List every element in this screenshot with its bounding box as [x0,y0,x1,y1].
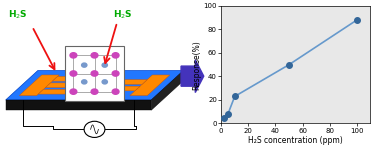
Text: H$_2$S: H$_2$S [8,9,27,21]
Circle shape [91,89,98,94]
Polygon shape [130,75,170,96]
Circle shape [82,63,87,67]
Circle shape [102,63,107,67]
X-axis label: H₂S concentration (ppm): H₂S concentration (ppm) [248,136,343,145]
Polygon shape [53,76,104,81]
Polygon shape [151,71,183,110]
Circle shape [70,89,77,94]
Circle shape [102,80,107,84]
Polygon shape [6,71,183,100]
Circle shape [70,53,77,58]
Circle shape [70,71,77,76]
Text: H$_2$S: H$_2$S [113,9,133,21]
FancyArrow shape [181,60,204,93]
Y-axis label: Response(%): Response(%) [192,40,201,90]
Polygon shape [45,83,97,88]
Circle shape [84,121,105,137]
Polygon shape [88,86,140,91]
Polygon shape [38,89,90,94]
Circle shape [91,71,98,76]
Circle shape [91,53,98,58]
Polygon shape [19,75,59,96]
Bar [65,46,124,101]
Circle shape [112,71,119,76]
Polygon shape [96,80,147,84]
Circle shape [112,89,119,94]
Polygon shape [6,100,151,110]
Circle shape [112,53,119,58]
Circle shape [82,80,87,84]
